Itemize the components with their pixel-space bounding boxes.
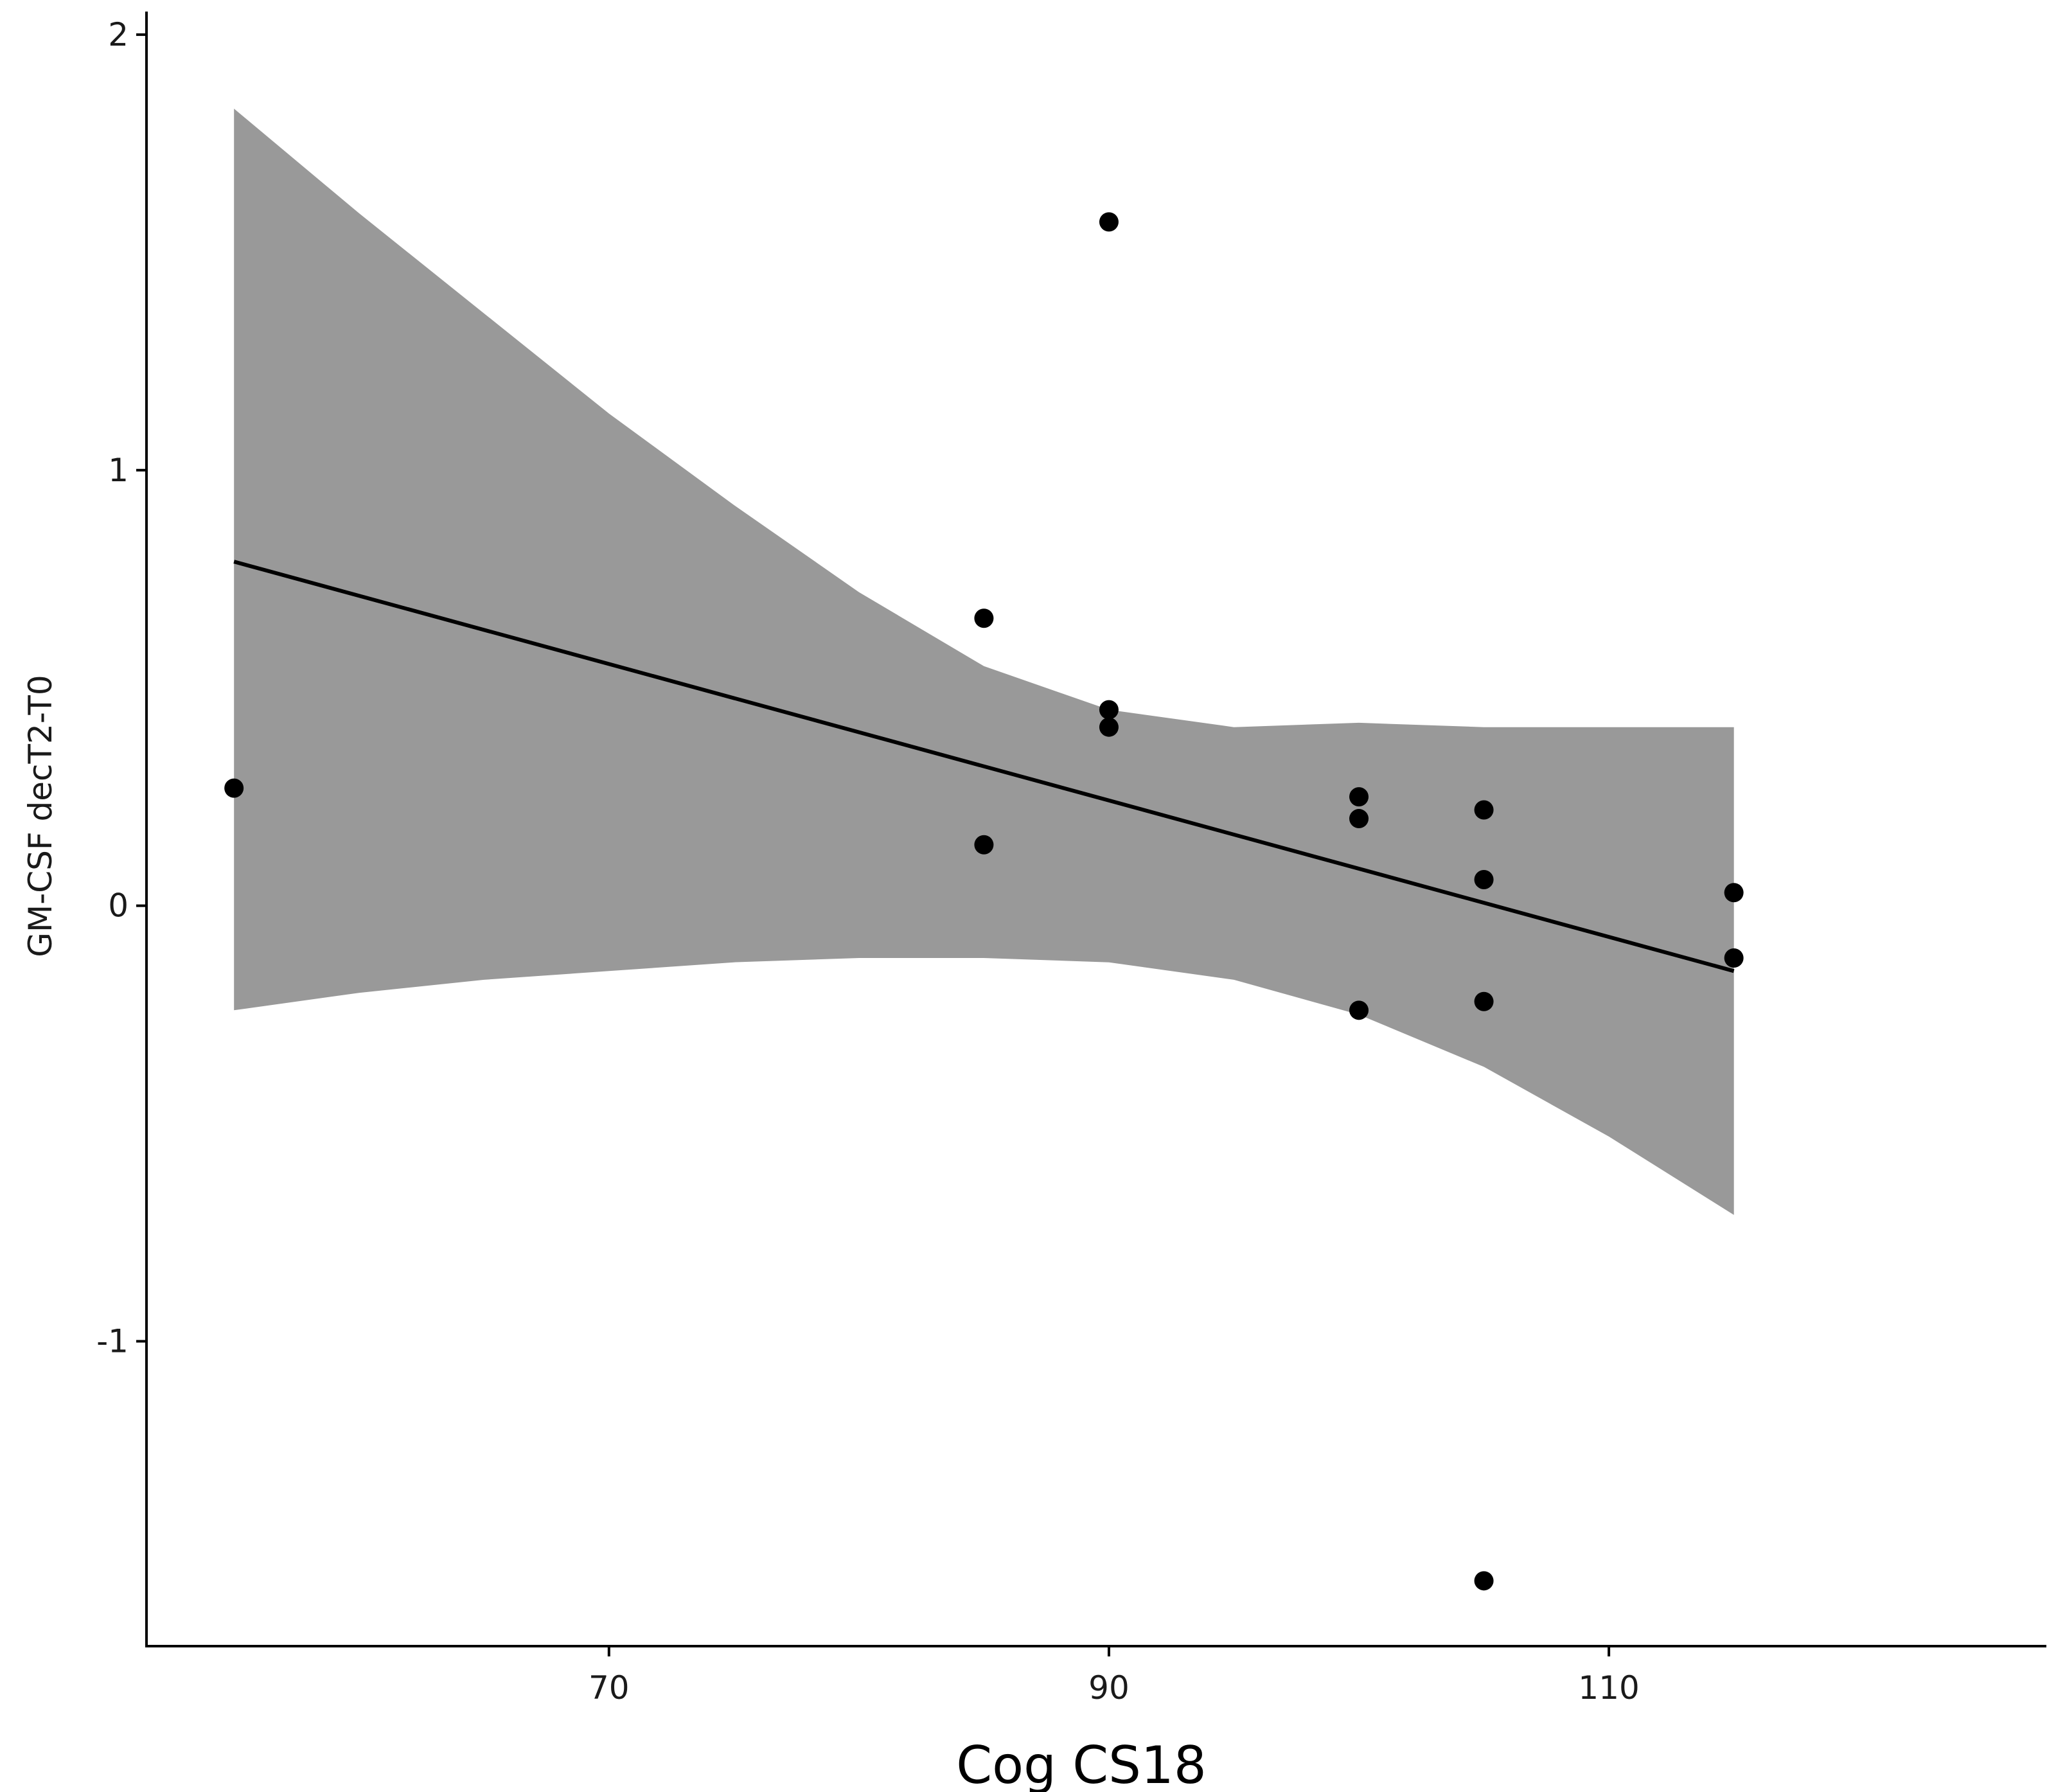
confidence-band-layer	[234, 109, 1734, 1215]
fit-line-layer	[233, 560, 1735, 973]
data-point	[1349, 787, 1369, 807]
data-point	[1099, 700, 1119, 720]
y-tick-label: -1	[96, 1322, 128, 1360]
y-tick-label: 1	[108, 452, 128, 489]
data-point	[1724, 948, 1744, 968]
data-point	[1474, 1571, 1494, 1591]
data-point	[1724, 883, 1744, 903]
regression-line	[233, 560, 1735, 973]
data-point	[1474, 869, 1494, 889]
data-point	[1474, 991, 1494, 1011]
data-point	[224, 778, 244, 798]
x-tick-label: 110	[1578, 1669, 1639, 1707]
data-point	[1099, 212, 1119, 232]
y-axis-title: GM-CSF decT2-T0	[22, 675, 59, 957]
data-point	[974, 835, 994, 855]
data-point	[1474, 800, 1494, 820]
y-tick-label: 2	[108, 16, 128, 53]
x-axis-title: Cog CS18	[956, 1735, 1206, 1792]
tick-labels-layer: -1 0 1 2 70 90 110	[96, 16, 1640, 1707]
x-tick-label: 70	[589, 1669, 630, 1707]
x-tick-label: 90	[1088, 1669, 1130, 1707]
data-point	[1099, 717, 1119, 737]
confidence-band	[234, 109, 1734, 1215]
data-point	[974, 608, 994, 628]
data-point	[1349, 1000, 1369, 1020]
axes-layer	[136, 12, 2046, 1656]
y-tick-label: 0	[108, 887, 128, 925]
data-points-layer	[224, 212, 1744, 1591]
data-point	[1349, 809, 1369, 829]
